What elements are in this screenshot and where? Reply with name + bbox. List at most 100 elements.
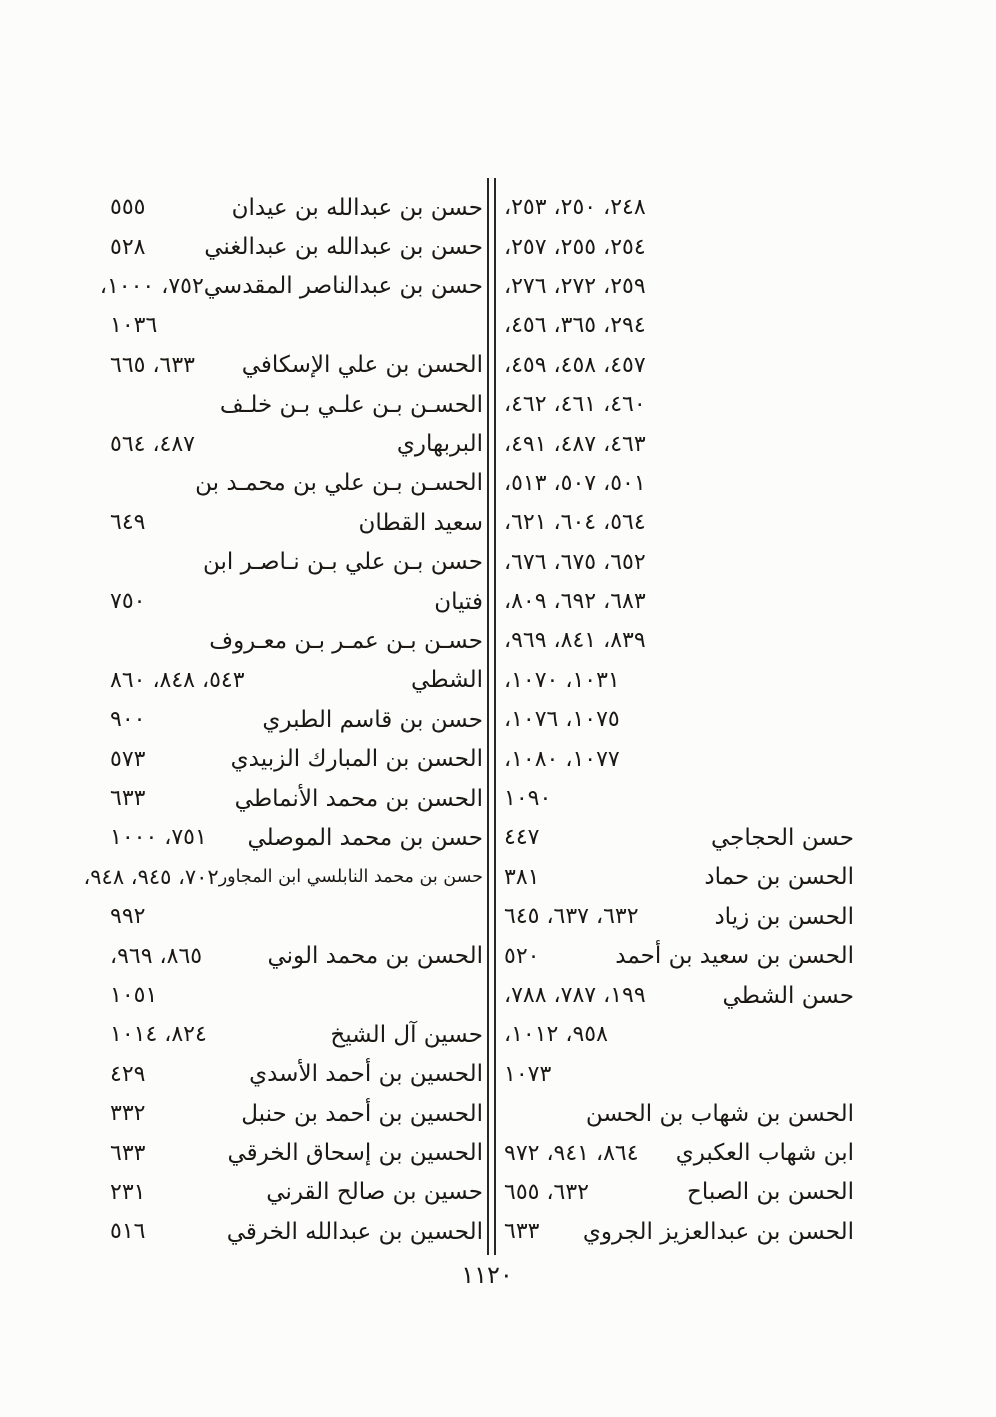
index-entry-line: ابن شهاب العكبري ٨٦٤، ٩٤١، ٩٧٢ [504, 1133, 854, 1172]
entry-pages: ٢٤٨، ٢٥٠، ٢٥٣، [504, 195, 646, 221]
entry-pages: ٦٣٣ [110, 786, 146, 812]
entry-pages: ٤٦٠، ٤٦١، ٤٦٢، [504, 392, 646, 418]
entry-pages: ١٠٧٧، ١٠٨٠، [504, 746, 620, 772]
entry-name: حسين بن صالح القرني [266, 1179, 483, 1206]
entry-pages: ٦٣٣ [110, 1140, 146, 1166]
entry-name: البربهاري [396, 431, 483, 458]
entry-pages: ٨٦٤، ٩٤١، ٩٧٢ [504, 1140, 639, 1166]
index-entry-line: حسن بن محمد النابلسي ابن المجاور ٧٠٢، ٩٤٥… [83, 858, 483, 897]
entry-pages: ١٠٧٥، ١٠٧٦، [504, 707, 620, 733]
index-entry-line: حسن بن قاسم الطبري ٩٠٠ [110, 700, 483, 739]
entry-name: الحسن بن محمد الوني [267, 943, 483, 970]
index-entry-line: ١٠٩٠ [504, 779, 854, 818]
entry-name: حسـن بـن عمـر بـن معـروف [209, 627, 483, 654]
entry-pages: ٩٥٨، ١٠١٢، [504, 1022, 608, 1048]
index-entry-line: حسن بن عبدالله بن عبدالغني ٥٢٨ [110, 227, 483, 266]
entry-pages: ٥٢٨ [110, 234, 146, 260]
entry-pages: ٦٣٢، ٦٥٥ [504, 1179, 589, 1205]
index-entry-line: ١٠٣٦ [110, 306, 483, 345]
entry-pages: ٤٤٧ [504, 825, 540, 851]
entry-pages: ٥٤٣، ٨٤٨، ٨٦٠ [110, 667, 245, 693]
entry-pages: ٨٦٥، ٩٦٩، [110, 943, 203, 969]
entry-pages: ٩٩٢ [110, 904, 146, 930]
index-entry-line: حسن بن محمد الموصلي ٧٥١، ١٠٠٠ [110, 818, 483, 857]
entry-name: الحسن بن زياد [714, 903, 854, 930]
index-entry-line: حسن الحجاجي ٤٤٧ [504, 818, 854, 857]
entry-name: الحسن بن محمد الأنماطي [234, 785, 483, 812]
entry-pages: ٦٨٣، ٦٩٢، ٨٠٩، [504, 589, 646, 615]
index-entry-line: ١٠٧٥، ١٠٧٦، [504, 700, 854, 739]
entry-pages: ٣٣٢ [110, 1101, 146, 1127]
entry-pages: ٧٠٢، ٩٤٥، ٩٤٨، [83, 865, 219, 890]
entry-pages: ١٩٩، ٧٨٧، ٧٨٨، [504, 983, 646, 1008]
entry-name: حسن بـن علي بـن نـاصـر ابن [202, 549, 483, 576]
index-entry-line: ٢٥٤، ٢٥٥، ٢٥٧، [504, 227, 854, 266]
index-entry-line: ٥٦٤، ٦٠٤، ٦٢١، [504, 503, 854, 542]
index-entry-line: ٨٣٩، ٨٤١، ٩٦٩، [504, 621, 854, 660]
index-entry-line: الحسن بن شهاب بن الحسن [504, 1094, 854, 1133]
entry-name: الحسين بن أحمد بن حنبل [241, 1100, 483, 1127]
entry-name: سعيد القطان [358, 509, 484, 536]
index-column-left: حسن بن عبدالله بن عيدان ٥٥٥ حسن بن عبدالله… [83, 188, 483, 1252]
entry-pages: ٦٣٣ [504, 1219, 540, 1245]
index-entry-line: حسن بـن علي بـن نـاصـر ابن [110, 543, 483, 582]
entry-pages: ١٠٣١، ١٠٧٠، [504, 667, 620, 693]
index-entry-line: ١٠٧٣ [504, 1055, 854, 1094]
entry-name: ابن شهاب العكبري [675, 1140, 854, 1167]
index-entry-line: الحسين بن أحمد بن حنبل ٣٣٢ [110, 1094, 483, 1133]
index-entry-line: ٥٠١، ٥٠٧، ٥١٣، [504, 464, 854, 503]
index-entry-line: الحسين بن عبدالله الخرقي ٥١٦ [110, 1212, 483, 1251]
index-entry-line: حسين بن صالح القرني ٢٣١ [110, 1173, 483, 1212]
entry-pages: ٦٣٢، ٦٣٧، ٦٤٥ [504, 904, 639, 930]
index-entry-line: ٩٩٢ [110, 897, 483, 936]
entry-pages: ٧٥٠ [110, 589, 146, 615]
entry-pages: ٤٥٧، ٤٥٨، ٤٥٩، [504, 352, 646, 378]
index-entry-line: الحسن بن عبدالعزيز الجروي ٦٣٣ [504, 1212, 854, 1251]
index-entry-line: ٤٥٧، ٤٥٨، ٤٥٩، [504, 346, 854, 385]
entry-pages: ٤٨٧، ٥٦٤ [110, 431, 195, 457]
index-entry-line: الحسن بن حماد ٣٨١ [504, 858, 854, 897]
index-entry-line: الحسن بن سعيد بن أحمد ٥٢٠ [504, 936, 854, 975]
index-entry-line: البربهاري ٤٨٧، ٥٦٤ [110, 424, 483, 463]
entry-pages: ٦٤٩ [110, 510, 146, 536]
index-entry-line: ٢٥٩، ٢٧٢، ٢٧٦، [504, 267, 854, 306]
index-entry-line: ١٠٣١، ١٠٧٠، [504, 661, 854, 700]
entry-name: الحسـن بـن علي بن محمـد بن [195, 470, 483, 497]
index-entry-line: حسن الشطي ١٩٩، ٧٨٧، ٧٨٨، [504, 976, 854, 1015]
entry-pages: ٤٦٣، ٤٨٧، ٤٩١، [504, 431, 646, 457]
entry-pages: ٦٣٣، ٦٦٥ [110, 352, 195, 378]
entry-name: الحسين بن إسحاق الخرقي [227, 1140, 483, 1167]
index-entry-line: ٦٥٢، ٦٧٥، ٦٧٦، [504, 543, 854, 582]
entry-name: الحسن بن سعيد بن أحمد [615, 943, 854, 970]
entry-pages: ٥٧٣ [110, 746, 146, 772]
entry-pages: ٢٩٤، ٣٦٥، ٤٥٦، [504, 313, 646, 339]
entry-pages: ٥٢٠ [504, 943, 540, 969]
index-entry-line: ٤٦٠، ٤٦١، ٤٦٢، [504, 385, 854, 424]
index-entry-line: حسين آل الشيخ ٨٢٤، ١٠١٤ [110, 1015, 483, 1054]
entry-name: حسن بن محمد النابلسي ابن المجاور [218, 867, 483, 888]
entry-name: حسن الحجاجي [710, 824, 854, 851]
entry-pages: ٩٠٠ [110, 707, 146, 733]
entry-pages: ٤٢٩ [110, 1061, 146, 1087]
entry-name: حسن بن عبدالله بن عيدان [231, 194, 483, 221]
index-entry-line: ١٠٥١ [110, 976, 483, 1015]
entry-pages: ٦٥٢، ٦٧٥، ٦٧٦، [504, 549, 646, 575]
index-entry-line: سعيد القطان ٦٤٩ [110, 503, 483, 542]
entry-name: الحسين بن أحمد الأسدي [249, 1061, 483, 1088]
entry-pages: ٥٥٥ [110, 195, 146, 221]
column-divider-rule [487, 178, 496, 1255]
index-entry-line: الحسن بن محمد الأنماطي ٦٣٣ [110, 779, 483, 818]
index-entry-line: ١٠٧٧، ١٠٨٠، [504, 739, 854, 778]
index-entry-line: الحسين بن أحمد الأسدي ٤٢٩ [110, 1055, 483, 1094]
entry-name: الحسـن بـن علـي بـن خلـف [219, 391, 483, 418]
index-entry-line: الحسن بن زياد ٦٣٢، ٦٣٧، ٦٤٥ [504, 897, 854, 936]
index-entry-line: ٤٦٣، ٤٨٧، ٤٩١، [504, 424, 854, 463]
entry-pages: ١٠٥١ [110, 983, 158, 1008]
index-entry-line: الحسـن بـن علي بن محمـد بن [110, 464, 483, 503]
index-entry-line: الحسـن بـن علـي بـن خلـف [110, 385, 483, 424]
entry-pages: ٥٦٤، ٦٠٤، ٦٢١، [504, 510, 646, 536]
entry-name: الحسن بن علي الإسكافي [241, 352, 483, 379]
index-entry-line: الشطي ٥٤٣، ٨٤٨، ٨٦٠ [110, 661, 483, 700]
entry-pages: ٥١٦ [110, 1219, 146, 1245]
